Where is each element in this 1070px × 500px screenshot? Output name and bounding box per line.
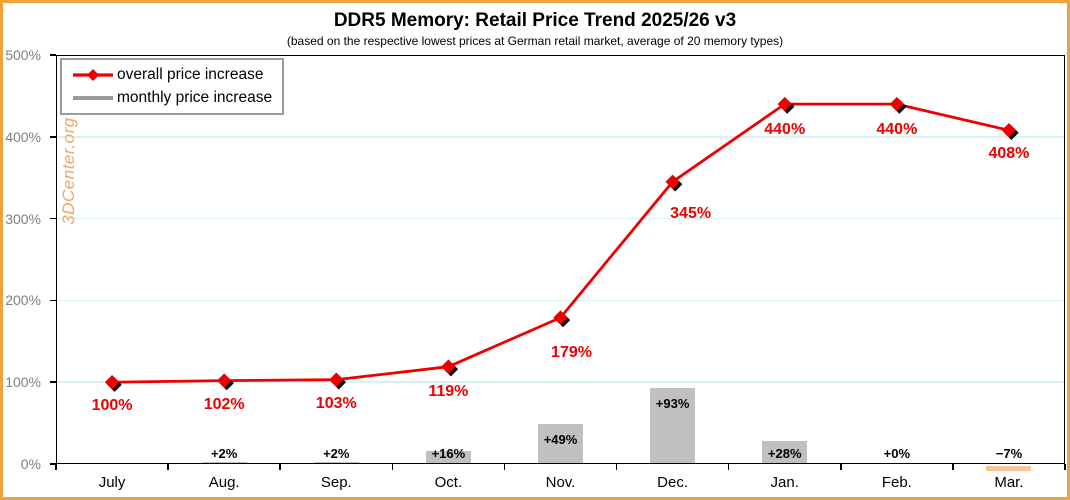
legend-label-monthly: monthly price increase — [117, 89, 273, 107]
y-axis-label: 400% — [5, 128, 41, 145]
x-axis-tick — [952, 464, 954, 470]
month-label: Oct. — [434, 474, 463, 491]
legend: overall price increase monthly price inc… — [60, 58, 284, 115]
x-axis-tick — [727, 464, 730, 470]
month-label: Aug. — [208, 474, 240, 491]
y-axis-tick — [50, 217, 56, 220]
y-axis-tick — [50, 463, 56, 465]
bar-value-label: +16% — [431, 446, 466, 461]
point-value-label: 179% — [551, 343, 592, 361]
month-label: Dec. — [657, 474, 689, 491]
month-label: Jan. — [770, 474, 799, 491]
chart-subtitle: (based on the respective lowest prices a… — [286, 34, 784, 48]
y-axis-tick — [50, 381, 56, 383]
point-value-label: 103% — [315, 394, 357, 412]
month-label: July — [98, 474, 126, 491]
month-label: Nov. — [545, 474, 576, 491]
x-axis-tick — [503, 464, 506, 470]
bar-value-label: +28% — [767, 446, 802, 461]
point-value-label: 102% — [203, 395, 245, 413]
point-value-label: 440% — [876, 121, 918, 139]
y-axis-tick — [50, 299, 56, 302]
x-axis-tick — [55, 464, 57, 470]
x-axis-tick — [279, 464, 281, 470]
point-value-label: 100% — [91, 397, 133, 415]
monthly-bar — [762, 441, 808, 464]
y-axis-label: 200% — [5, 292, 41, 309]
bar-value-label: +2% — [210, 446, 238, 461]
y-axis-label: 0% — [20, 456, 41, 472]
month-label: Feb. — [881, 474, 912, 491]
watermark: 3DCenter.org — [59, 117, 78, 225]
legend-swatch-overall-line-icon — [73, 68, 113, 81]
month-label: Mar. — [994, 474, 1024, 491]
bar-value-label: +0% — [883, 446, 911, 461]
chart-title: DDR5 Memory: Retail Price Trend 2025/26 … — [333, 10, 737, 31]
monthly-bar-negative — [986, 465, 1032, 472]
y-axis-tick — [50, 54, 56, 56]
y-axis-tick — [50, 136, 56, 138]
y-axis-label: 500% — [5, 47, 41, 63]
bar-value-label: +93% — [655, 395, 690, 411]
point-value-label: 440% — [764, 121, 806, 139]
month-label: Sep. — [320, 474, 352, 491]
y-axis-label: 100% — [5, 374, 41, 391]
bar-value-label: +49% — [543, 431, 578, 447]
legend-item-monthly: monthly price increase — [72, 87, 282, 111]
monthly-bar — [425, 450, 471, 464]
point-value-label: 408% — [988, 145, 1030, 163]
plot-border — [56, 55, 1065, 464]
y-axis-label: 300% — [5, 210, 41, 227]
x-axis-tick — [167, 464, 169, 470]
bar-value-label: −7% — [995, 446, 1023, 461]
x-axis-tick — [1064, 464, 1066, 470]
monthly-bar — [538, 423, 583, 464]
point-value-label: 345% — [670, 204, 712, 222]
x-axis-tick — [840, 464, 842, 470]
bar-value-label: +2% — [323, 446, 350, 461]
legend-swatch-monthly-line-icon — [73, 96, 113, 101]
point-value-label: 119% — [428, 382, 469, 400]
legend-label-overall: overall price increase — [117, 65, 264, 83]
monthly-bar — [650, 387, 696, 464]
legend-item-overall: overall price increase — [72, 63, 282, 87]
x-axis-tick — [391, 464, 394, 470]
x-axis-tick — [615, 464, 618, 470]
